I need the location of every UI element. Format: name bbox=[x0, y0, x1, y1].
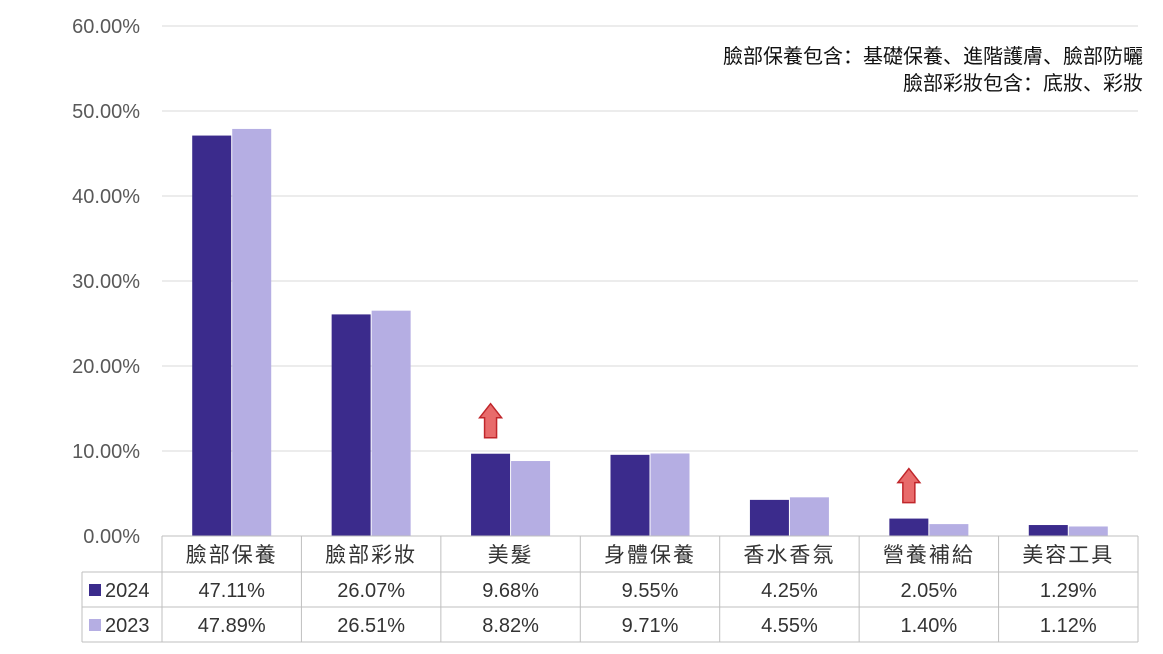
y-tick-label: 30.00% bbox=[72, 271, 140, 293]
y-tick-label: 20.00% bbox=[72, 356, 140, 378]
value-label: 9.55% bbox=[622, 580, 679, 602]
bar-2024 bbox=[1028, 525, 1068, 536]
bar-2023 bbox=[511, 461, 551, 536]
y-tick-label: 40.00% bbox=[72, 186, 140, 208]
category-label: 臉部保養 bbox=[186, 544, 278, 567]
category-label: 臉部彩妝 bbox=[325, 544, 417, 567]
legend-swatch-2023 bbox=[89, 619, 101, 631]
value-label: 1.12% bbox=[1040, 615, 1097, 637]
series-name: 2024 bbox=[105, 580, 150, 602]
up-arrow-icon bbox=[478, 402, 504, 439]
note-face-care: 臉部保養包含：基礎保養、進階護膚、臉部防曬 bbox=[723, 46, 1143, 68]
bar-2023 bbox=[1068, 526, 1108, 536]
value-label: 1.40% bbox=[900, 615, 957, 637]
bar-2024 bbox=[889, 518, 929, 536]
bar-2024 bbox=[471, 453, 511, 536]
value-label: 2.05% bbox=[900, 580, 957, 602]
bar-2023 bbox=[371, 310, 411, 536]
value-label: 8.82% bbox=[482, 615, 539, 637]
value-label: 4.55% bbox=[761, 615, 818, 637]
category-label: 身體保養 bbox=[604, 544, 696, 567]
y-tick-label: 60.00% bbox=[72, 16, 140, 38]
value-label: 9.71% bbox=[622, 615, 679, 637]
value-label: 47.11% bbox=[199, 580, 266, 602]
value-label: 26.51% bbox=[337, 615, 405, 637]
category-label: 香水香氛 bbox=[743, 544, 835, 567]
value-label: 1.29% bbox=[1040, 580, 1097, 602]
value-label: 26.07% bbox=[337, 580, 405, 602]
bar-2023 bbox=[232, 128, 272, 536]
y-tick-label: 10.00% bbox=[72, 441, 140, 463]
up-arrow-icon bbox=[896, 467, 922, 504]
bar-2024 bbox=[331, 314, 371, 536]
category-label: 營養補給 bbox=[883, 544, 975, 567]
bar-2024 bbox=[192, 135, 232, 536]
series-name: 2023 bbox=[105, 615, 150, 637]
bar-2024 bbox=[610, 454, 650, 536]
category-label: 美髮 bbox=[488, 544, 534, 567]
category-label: 美容工具 bbox=[1022, 544, 1114, 567]
bar-2023 bbox=[789, 497, 829, 536]
bar-2023 bbox=[929, 524, 969, 536]
chart-notes: 臉部保養包含：基礎保養、進階護膚、臉部防曬 臉部彩妝包含：底妝、彩妝 bbox=[723, 44, 1143, 98]
legend-swatch-2024 bbox=[89, 584, 101, 596]
y-tick-label: 0.00% bbox=[83, 526, 140, 548]
value-label: 4.25% bbox=[761, 580, 818, 602]
bar-2024 bbox=[749, 499, 789, 536]
note-face-makeup: 臉部彩妝包含：底妝、彩妝 bbox=[903, 73, 1143, 95]
bar-2023 bbox=[650, 453, 690, 536]
y-tick-label: 50.00% bbox=[72, 101, 140, 123]
value-label: 47.89% bbox=[198, 615, 266, 637]
value-label: 9.68% bbox=[482, 580, 539, 602]
